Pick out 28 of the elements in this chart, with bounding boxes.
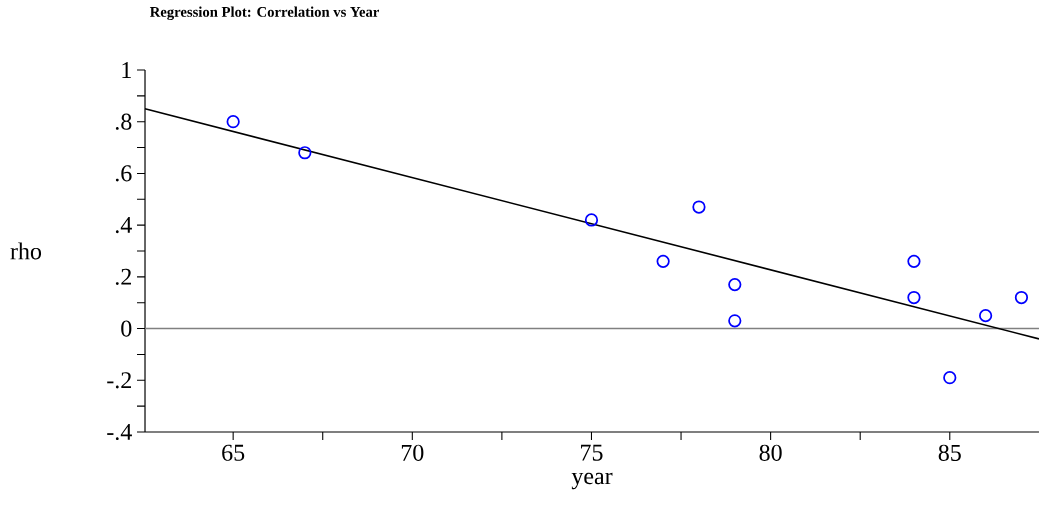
- y-axis-title: rho: [10, 242, 42, 260]
- point: [584, 213, 599, 227]
- point: [943, 371, 957, 385]
- y-tick-label: .2: [115, 268, 131, 285]
- x-axis-title: year: [571, 472, 613, 490]
- point: [907, 290, 921, 305]
- x-tick-label: 65: [222, 444, 245, 461]
- y-tick-label: -.2: [107, 372, 131, 389]
- point: [728, 314, 742, 328]
- y-tick-label: .4: [115, 217, 132, 234]
- y-tick-label: -.4: [107, 423, 132, 441]
- chart-title: Regression Plot: Correlation vs Year: [149, 6, 380, 20]
- point: [728, 278, 742, 292]
- x-tick-label: 80: [759, 444, 782, 461]
- point: [298, 146, 312, 160]
- point: [979, 309, 993, 323]
- point: [692, 200, 706, 214]
- point: [1014, 290, 1029, 305]
- y-tick-label: 1: [122, 62, 131, 78]
- point: [226, 115, 240, 129]
- y-tick-label: 0: [121, 320, 132, 337]
- y-tick-label: .8: [115, 113, 132, 130]
- point: [907, 254, 921, 268]
- x-tick-label: 70: [401, 444, 424, 461]
- y-tick-label: .6: [115, 165, 132, 182]
- x-tick-label: 75: [581, 444, 603, 461]
- point: [656, 254, 670, 268]
- x-tick-label: 85: [938, 444, 961, 461]
